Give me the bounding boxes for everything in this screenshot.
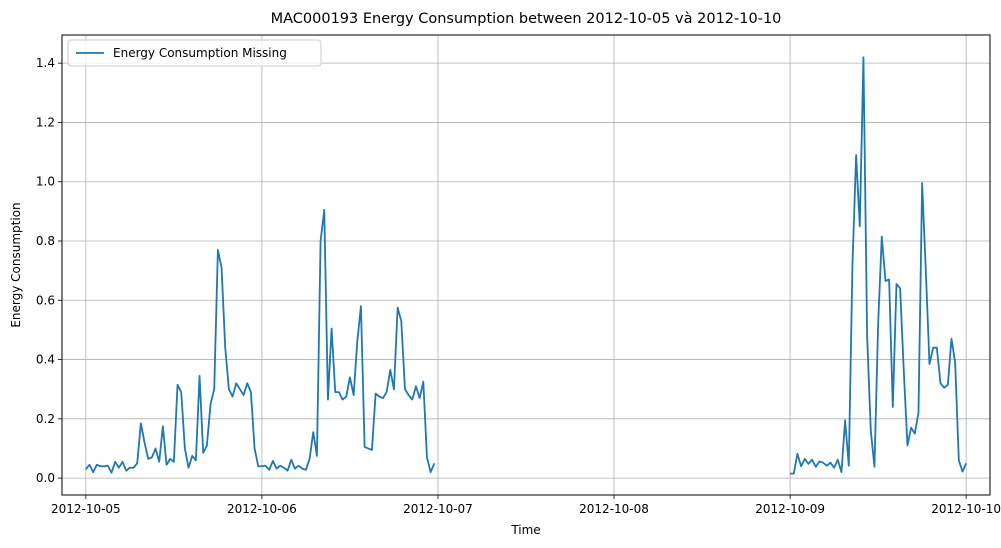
- x-tick-label: 2012-10-06: [227, 502, 297, 516]
- x-axis-label: Time: [510, 523, 540, 537]
- y-tick-label: 0.4: [36, 353, 55, 367]
- y-tick-label: 0.2: [36, 412, 55, 426]
- y-tick-label: 1.4: [36, 56, 55, 70]
- y-tick-label: 1.2: [36, 115, 55, 129]
- x-tick-label: 2012-10-08: [579, 502, 649, 516]
- series-line: [790, 56, 967, 475]
- y-tick-label: 0.6: [36, 293, 55, 307]
- series-lines: [85, 56, 967, 475]
- legend: Energy Consumption Missing: [67, 39, 322, 67]
- x-tick-label: 2012-10-07: [403, 502, 473, 516]
- y-tick-label: 0.0: [36, 471, 55, 485]
- y-axis-label: Energy Consumption: [9, 202, 23, 327]
- x-axis-ticks: 2012-10-05 2012-10-06 2012-10-07 2012-10-08…: [51, 495, 1001, 516]
- x-tick-label: 2012-10-09: [755, 502, 825, 516]
- legend-box: [67, 39, 322, 67]
- x-tick-label: 2012-10-10: [931, 502, 1001, 516]
- legend-entry: Energy Consumption Missing: [113, 46, 287, 60]
- x-tick-label: 2012-10-05: [51, 502, 121, 516]
- chart-title: MAC000193 Energy Consumption between 201…: [271, 11, 782, 27]
- series-line: [85, 208, 436, 474]
- y-axis-ticks: 0.0 0.2 0.4 0.6 0.8 1.0 1.2 1.4: [36, 56, 62, 485]
- y-tick-label: 1.0: [36, 175, 55, 189]
- y-tick-label: 0.8: [36, 234, 55, 248]
- grid: [62, 35, 990, 495]
- plot-area-frame: [61, 34, 991, 496]
